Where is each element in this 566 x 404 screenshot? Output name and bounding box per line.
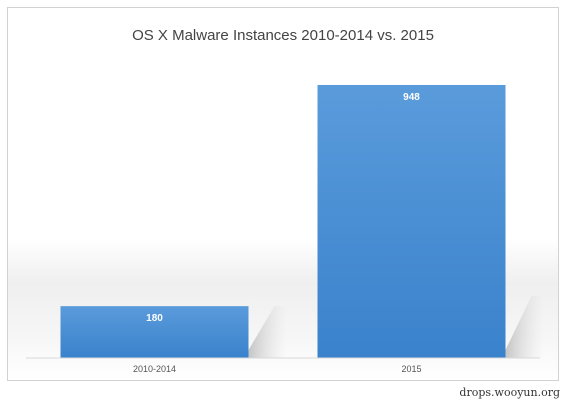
data-label-2010-2014: 180 xyxy=(146,313,163,324)
bar-shadows xyxy=(248,296,544,358)
chart-title: OS X Malware Instances 2010-2014 vs. 201… xyxy=(132,27,434,44)
chart-frame: OS X Malware Instances 2010-2014 vs. 201… xyxy=(7,7,559,381)
watermark-text: drops.wooyun.org xyxy=(459,386,560,399)
x-tick-label-2015: 2015 xyxy=(401,364,421,374)
bars-group: 180 948 xyxy=(60,84,506,358)
bar-shadow xyxy=(248,306,287,358)
bar-2010-2014 xyxy=(60,306,249,358)
data-label-2015: 948 xyxy=(403,92,420,103)
bar-shadow xyxy=(505,296,544,358)
x-tick-labels: 2010-2014 2015 xyxy=(133,364,422,374)
bar-2015 xyxy=(317,84,506,358)
bar-chart: OS X Malware Instances 2010-2014 vs. 201… xyxy=(26,27,544,374)
x-tick-label-2010-2014: 2010-2014 xyxy=(133,364,176,374)
